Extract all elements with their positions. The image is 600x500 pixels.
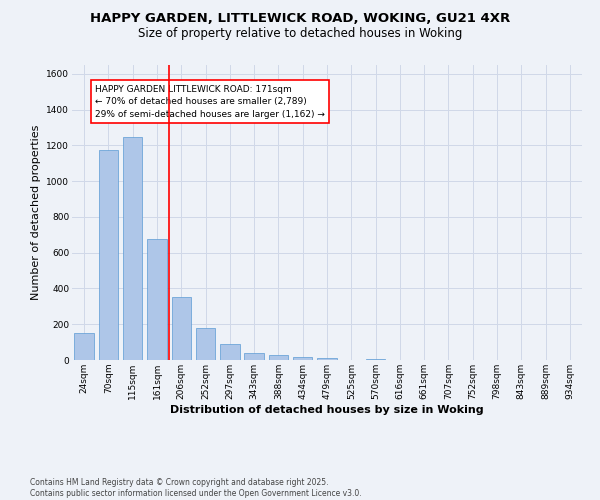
Bar <box>293 358 313 360</box>
Bar <box>220 344 239 360</box>
Text: HAPPY GARDEN, LITTLEWICK ROAD, WOKING, GU21 4XR: HAPPY GARDEN, LITTLEWICK ROAD, WOKING, G… <box>90 12 510 26</box>
Y-axis label: Number of detached properties: Number of detached properties <box>31 125 41 300</box>
Bar <box>99 150 118 360</box>
Bar <box>366 358 385 360</box>
Text: Contains HM Land Registry data © Crown copyright and database right 2025.
Contai: Contains HM Land Registry data © Crown c… <box>30 478 362 498</box>
X-axis label: Distribution of detached houses by size in Woking: Distribution of detached houses by size … <box>170 404 484 414</box>
Bar <box>317 358 337 360</box>
Text: HAPPY GARDEN LITTLEWICK ROAD: 171sqm
← 70% of detached houses are smaller (2,789: HAPPY GARDEN LITTLEWICK ROAD: 171sqm ← 7… <box>95 84 325 118</box>
Bar <box>74 333 94 360</box>
Bar <box>172 298 191 360</box>
Bar <box>244 353 264 360</box>
Bar <box>147 240 167 360</box>
Bar <box>196 328 215 360</box>
Text: Size of property relative to detached houses in Woking: Size of property relative to detached ho… <box>138 28 462 40</box>
Bar <box>123 136 142 360</box>
Bar <box>269 354 288 360</box>
